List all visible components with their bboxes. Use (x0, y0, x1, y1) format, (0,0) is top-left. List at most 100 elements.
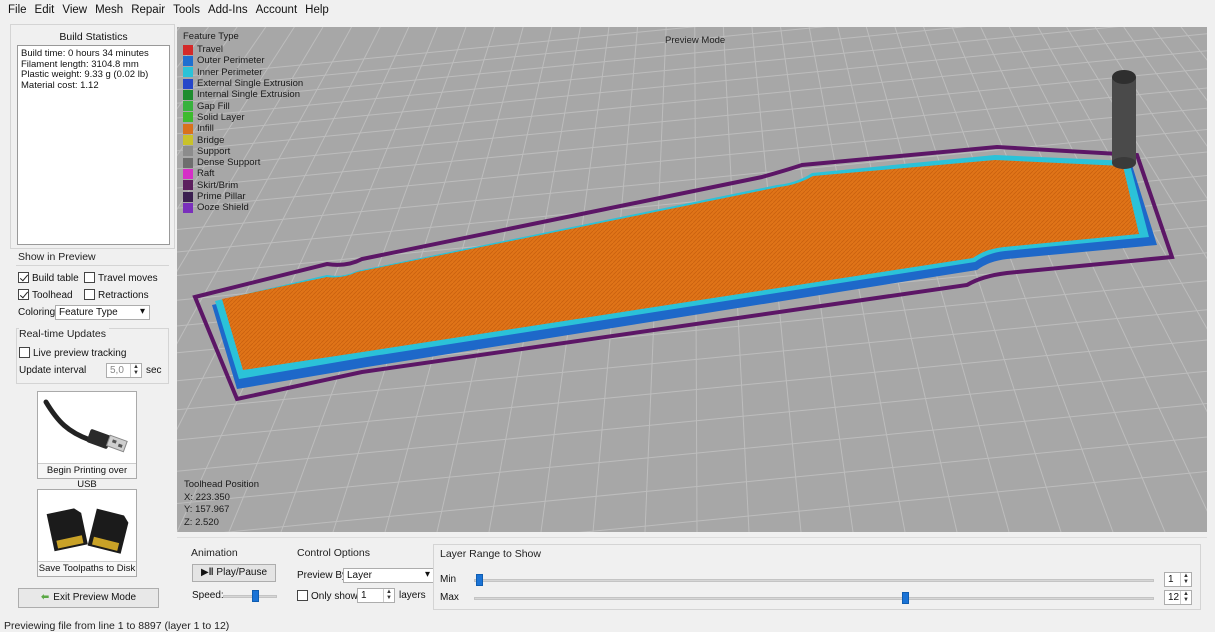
retractions-checkbox[interactable]: Retractions (84, 289, 149, 301)
show-in-preview-group: Show in Preview Build table Travel moves… (16, 251, 169, 322)
legend-label: Ooze Shield (197, 202, 249, 214)
realtime-updates-title: Real-time Updates (19, 328, 109, 340)
grid-line (177, 107, 1207, 209)
live-preview-label: Live preview tracking (33, 348, 127, 359)
play-pause-label: Play/Pause (216, 567, 268, 578)
travel-moves-check[interactable] (84, 272, 95, 283)
grid-line (923, 27, 1114, 532)
max-layer-slider[interactable] (474, 597, 1154, 600)
grid-line (177, 50, 1207, 152)
stat-filament-length: Filament length: 3104.8 mm (21, 58, 139, 70)
menu-edit[interactable]: Edit (34, 4, 55, 16)
stat-plastic-weight: Plastic weight: 9.33 g (0.02 lb) (21, 69, 149, 80)
build-statistics-group: Build Statistics Build time: 0 hours 34 … (10, 24, 175, 249)
legend-swatch (183, 180, 193, 191)
menu-repair[interactable]: Repair (131, 4, 166, 16)
legend-label: Gap Fill (197, 100, 230, 112)
spin-arrows-icon[interactable]: ▲ ▼ (1180, 573, 1191, 586)
menu-account[interactable]: Account (255, 4, 298, 16)
min-layer-slider-thumb[interactable] (476, 574, 483, 586)
legend-item: Bridge (183, 134, 303, 146)
live-preview-check[interactable] (19, 347, 30, 358)
menu-tools[interactable]: Tools (173, 4, 200, 16)
grid-line (865, 27, 1010, 532)
grid-line (177, 27, 1119, 119)
usb-cable-icon (43, 399, 128, 453)
only-show-spinbox[interactable]: 1 ▲ ▼ (357, 588, 395, 603)
grid-line (177, 27, 698, 78)
update-interval-spinbox[interactable]: 5,0 ▲ ▼ (106, 363, 142, 378)
legend-items: Travel Outer Perimeter Inner Perimeter Exte… (183, 44, 303, 213)
legend-label: Outer Perimeter (197, 55, 265, 67)
grid-line (1008, 27, 1207, 413)
grid-line (177, 27, 295, 211)
legend-swatch (183, 202, 193, 213)
grid-line (177, 27, 381, 431)
grid-line (177, 339, 1207, 441)
grid-line (177, 27, 410, 532)
toolhead-y: Y: 157.967 (184, 504, 230, 515)
coloring-value: Feature Type (59, 307, 118, 318)
legend-item: Ooze Shield (183, 202, 303, 213)
max-label: Max (440, 592, 459, 603)
menu-file[interactable]: File (8, 4, 27, 16)
back-arrow-icon: ⬅ (40, 592, 50, 603)
toolhead-checkbox[interactable]: Toolhead (18, 289, 73, 301)
feature-type-legend: Feature Type Travel Outer Perimeter Inner … (183, 31, 303, 213)
retractions-check[interactable] (84, 289, 95, 300)
update-interval-value: 5,0 (110, 365, 124, 376)
preview-viewport[interactable]: Preview Mode Feature Type Travel Outer Pe… (177, 27, 1207, 532)
coloring-select[interactable]: Feature Type (55, 305, 150, 320)
realtime-updates-group: Real-time Updates Live preview tracking … (16, 328, 169, 384)
live-preview-checkbox[interactable]: Live preview tracking (19, 347, 126, 359)
legend-swatch (183, 112, 193, 123)
legend-item: External Single Extrusion (183, 78, 303, 89)
travel-moves-checkbox[interactable]: Travel moves (84, 272, 158, 284)
spin-arrows-icon[interactable]: ▲ ▼ (1180, 591, 1191, 604)
legend-swatch (183, 55, 193, 66)
legend-swatch (183, 78, 193, 89)
legend-item: Inner Perimeter (183, 67, 303, 78)
speed-slider-thumb[interactable] (252, 590, 260, 602)
grid-line (177, 87, 1207, 189)
max-layer-value: 12 (1168, 592, 1180, 603)
min-layer-spinbox[interactable]: 1 ▲ ▼ (1164, 572, 1192, 587)
toolhead-check[interactable] (18, 289, 29, 300)
preview-by-select[interactable]: Layer (343, 568, 435, 583)
menu-view[interactable]: View (62, 4, 88, 16)
only-show-check[interactable] (297, 590, 308, 601)
grid-line (177, 27, 827, 91)
layers-label: layers (399, 590, 426, 601)
legend-item: Support (183, 146, 303, 157)
spin-arrows-icon[interactable]: ▲ ▼ (130, 364, 141, 377)
spin-arrows-icon[interactable]: ▲ ▼ (383, 589, 394, 602)
menu-add-ins[interactable]: Add-Ins (207, 4, 248, 16)
menu-mesh[interactable]: Mesh (95, 4, 124, 16)
begin-printing-usb-button[interactable]: Begin Printing over USB (37, 391, 137, 490)
max-layer-spinbox[interactable]: 12 ▲ ▼ (1164, 590, 1192, 605)
min-layer-slider[interactable] (474, 579, 1154, 582)
only-show-checkbox[interactable]: Only show (297, 590, 358, 602)
menu-help[interactable]: Help (305, 4, 329, 16)
grid-line (177, 33, 1207, 135)
legend-label: Support (197, 145, 231, 157)
toolhead-position-title: Toolhead Position (184, 479, 259, 490)
grid-line (177, 27, 968, 104)
max-layer-slider-thumb[interactable] (902, 592, 910, 604)
exit-preview-mode-button[interactable]: ⬅ Exit Preview Mode (18, 588, 159, 608)
legend-item: Solid Layer (183, 112, 303, 123)
play-pause-button[interactable]: ▶‖ Play/Pause (192, 564, 276, 582)
control-options-group: Control Options Preview By Layer Only sh… (289, 544, 435, 610)
build-table-check[interactable] (18, 272, 29, 283)
grid-line (1094, 27, 1207, 200)
legend-swatch (183, 146, 193, 157)
legend-label: Inner Perimeter (197, 66, 263, 78)
save-toolpaths-button[interactable]: Save Toolpaths to Disk (37, 489, 137, 577)
legend-label: Solid Layer (197, 111, 245, 123)
grid-line (177, 68, 1207, 170)
toolhead-x: X: 223.350 (184, 491, 230, 503)
stat-build-time: Build time: 0 hours 34 minutes (21, 48, 149, 59)
legend-label: Travel (197, 44, 224, 56)
speed-slider[interactable] (223, 595, 277, 598)
build-table-checkbox[interactable]: Build table (18, 272, 79, 284)
